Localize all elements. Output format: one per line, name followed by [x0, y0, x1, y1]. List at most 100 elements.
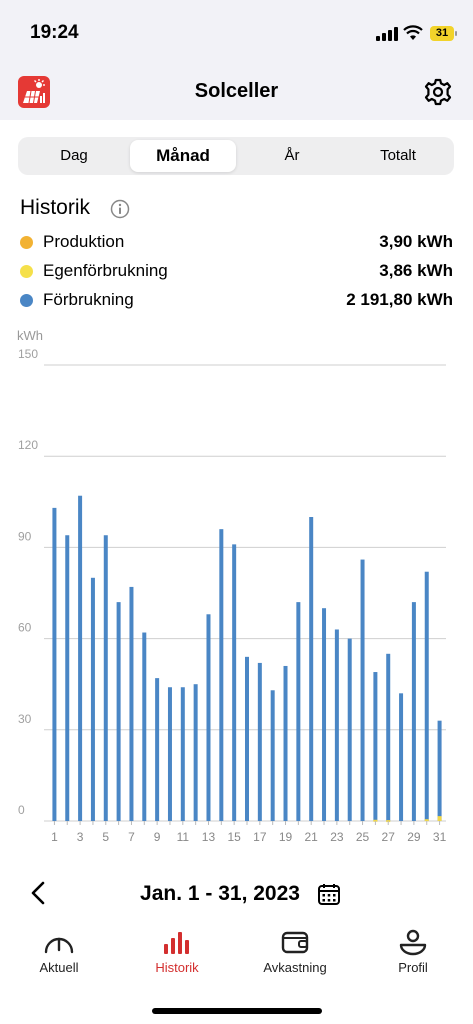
y-tick-label: 0	[18, 803, 25, 817]
tab-dag[interactable]: Dag	[60, 147, 88, 164]
bar-forbrukning	[386, 653, 391, 821]
tab-totalt[interactable]: Totalt	[380, 147, 416, 164]
bar-produktion	[424, 819, 429, 822]
bar-produktion	[373, 819, 378, 822]
x-tick-label: 3	[77, 830, 84, 844]
legend-value: 3,90 kWh	[379, 232, 453, 251]
egenforbrukning-dot	[20, 265, 33, 278]
x-tick-label: 27	[382, 830, 396, 844]
bar-forbrukning	[193, 684, 198, 821]
bar-forbrukning	[257, 662, 262, 821]
y-tick-label: 60	[18, 621, 32, 635]
x-tick-label: 17	[253, 830, 267, 844]
bar-forbrukning	[167, 687, 172, 821]
x-tick-label: 11	[177, 830, 190, 844]
battery-level: 31	[430, 26, 454, 41]
legend-label: Egenförbrukning	[43, 261, 168, 280]
bar-forbrukning	[411, 602, 416, 821]
forbrukning-dot	[20, 294, 33, 307]
period-segmented-control: Dag Månad År Totalt	[18, 137, 454, 175]
tab-historik[interactable]: Historik	[118, 928, 236, 988]
bar-forbrukning	[219, 529, 224, 821]
legend-label: Produktion	[43, 232, 125, 251]
x-tick-label: 21	[305, 830, 319, 844]
tab-ar[interactable]: År	[284, 147, 300, 164]
section-title: Historik	[20, 196, 91, 219]
bar-forbrukning	[155, 678, 160, 821]
cellular-signal-icon	[376, 27, 398, 41]
bar-forbrukning	[52, 507, 57, 821]
x-tick-label: 31	[433, 830, 447, 844]
legend-item-egenforbrukning: Egenförbrukning 3,86 kWh	[20, 259, 453, 283]
chevron-left-icon[interactable]	[28, 880, 48, 906]
tab-label: Historik	[155, 960, 199, 975]
bar-forbrukning	[270, 690, 275, 821]
status-bar: 19:24 31	[0, 0, 473, 66]
profile-icon	[399, 929, 427, 956]
tab-aktuell[interactable]: Aktuell	[0, 928, 118, 988]
bar-forbrukning	[65, 535, 70, 821]
gauge-icon	[44, 937, 74, 954]
legend-value: 3,86 kWh	[379, 261, 453, 280]
legend-label: Förbrukning	[43, 290, 134, 309]
wifi-icon	[403, 25, 423, 40]
tab-profil[interactable]: Profil	[354, 928, 472, 988]
bar-forbrukning	[129, 586, 134, 821]
bar-produktion	[437, 816, 442, 821]
bar-forbrukning	[296, 602, 301, 821]
date-navigator: Jan. 1 - 31, 2023	[0, 874, 473, 914]
bar-forbrukning	[232, 544, 237, 821]
bar-forbrukning	[322, 608, 327, 821]
x-tick-label: 29	[407, 830, 421, 844]
bar-forbrukning	[90, 577, 95, 821]
bar-forbrukning	[78, 495, 83, 821]
bar-forbrukning	[180, 687, 185, 821]
x-tick-label: 1	[51, 830, 58, 844]
bar-forbrukning	[103, 535, 108, 821]
bar-forbrukning	[399, 693, 404, 821]
y-axis-unit-label: kWh	[17, 328, 43, 343]
produktion-dot	[20, 236, 33, 249]
x-tick-label: 7	[128, 830, 135, 844]
x-tick-label: 25	[356, 830, 370, 844]
bar-forbrukning	[360, 559, 365, 821]
calendar-icon[interactable]	[317, 882, 341, 906]
settings-button[interactable]	[424, 78, 452, 106]
x-tick-label: 23	[330, 830, 344, 844]
x-tick-label: 5	[102, 830, 109, 844]
home-indicator	[152, 1008, 322, 1014]
solar-panel-icon	[18, 76, 50, 108]
nav-bar: Solceller	[0, 66, 473, 120]
legend-item-forbrukning: Förbrukning 2 191,80 kWh	[20, 288, 453, 312]
tab-label: Avkastning	[263, 960, 327, 975]
bar-forbrukning	[437, 720, 442, 821]
gear-icon	[424, 78, 452, 106]
bar-forbrukning	[424, 571, 429, 821]
bar-forbrukning	[309, 517, 314, 821]
tab-label: Profil	[398, 960, 428, 975]
bar-forbrukning	[283, 665, 288, 821]
tab-avkastning[interactable]: Avkastning	[236, 928, 354, 988]
tab-manad[interactable]: Månad	[130, 140, 236, 172]
date-range: Jan. 1 - 31, 2023	[140, 882, 300, 905]
legend-item-produktion: Produktion 3,90 kWh	[20, 230, 453, 254]
x-tick-label: 15	[227, 830, 241, 844]
y-tick-label: 30	[18, 712, 32, 726]
bar-forbrukning	[334, 629, 339, 821]
battery-icon: 31	[430, 26, 458, 41]
legend-value: 2 191,80 kWh	[346, 290, 453, 309]
info-icon[interactable]	[110, 199, 130, 219]
x-tick-label: 19	[279, 830, 293, 844]
bar-forbrukning	[116, 602, 121, 821]
y-tick-label: 150	[18, 347, 38, 361]
page-title: Solceller	[194, 80, 279, 102]
x-tick-label: 13	[202, 830, 216, 844]
bar-forbrukning	[142, 632, 147, 821]
bar-chart-icon	[164, 932, 189, 954]
bar-forbrukning	[245, 656, 249, 821]
tab-bar: Aktuell Historik Avkastning Profil	[0, 920, 473, 1024]
bar-forbrukning	[373, 672, 378, 821]
wallet-icon	[281, 931, 309, 954]
y-tick-label: 90	[18, 529, 32, 543]
